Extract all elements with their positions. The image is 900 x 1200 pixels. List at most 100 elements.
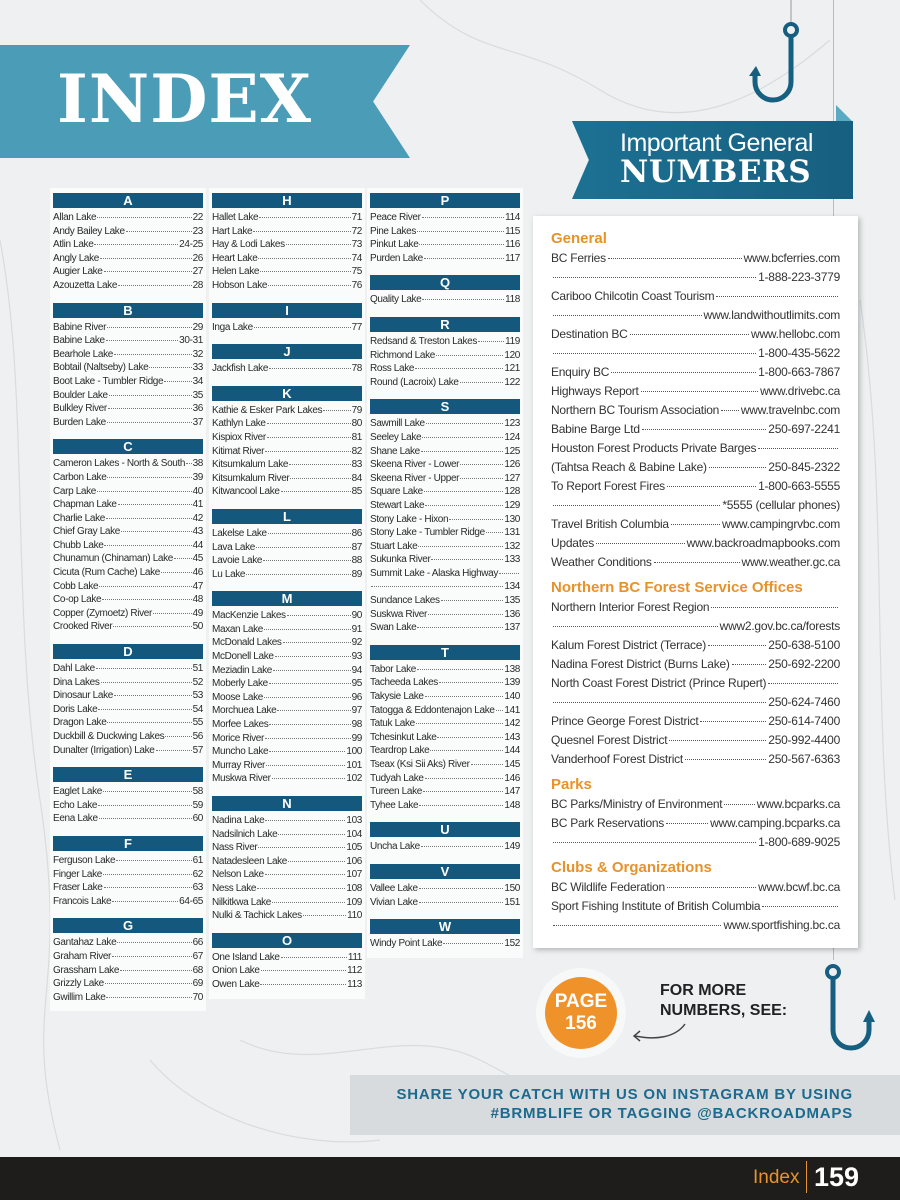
index-entry[interactable]: Muskwa River 102 [212, 773, 362, 787]
index-entry[interactable]: Uncha Lake 149 [370, 841, 520, 855]
index-entry[interactable]: Redsand & Treston Lakes 119 [370, 336, 520, 350]
contact-value[interactable]: www.drivebc.ca [760, 384, 840, 398]
index-entry[interactable]: Muncho Lake 100 [212, 746, 362, 760]
index-entry[interactable]: Nelson Lake 107 [212, 869, 362, 883]
index-entry[interactable]: Tureen Lake 147 [370, 786, 520, 800]
index-entry[interactable]: Charlie Lake 42 [53, 513, 203, 527]
index-entry[interactable]: Co-op Lake 48 [53, 594, 203, 608]
index-entry[interactable]: Andy Bailey Lake 23 [53, 226, 203, 240]
index-entry[interactable]: MacKenzie Lakes 90 [212, 610, 362, 624]
index-entry[interactable]: Chubb Lake 44 [53, 540, 203, 554]
index-entry[interactable]: Kathie & Esker Park Lakes 79 [212, 405, 362, 419]
index-entry[interactable]: Lava Lake 87 [212, 542, 362, 556]
contact-value[interactable]: 250-624-7460 [768, 695, 840, 709]
index-entry[interactable]: Quality Lake 118 [370, 294, 520, 308]
index-entry[interactable]: Chief Gray Lake 43 [53, 526, 203, 540]
index-entry[interactable]: Sukunka River 133 [370, 554, 520, 568]
contact-value[interactable]: 250-692-2200 [768, 657, 840, 671]
contact-value[interactable]: 1-800-663-5555 [758, 479, 840, 493]
index-entry[interactable]: One Island Lake 111 [212, 952, 362, 966]
index-entry[interactable]: Nulki & Tachick Lakes 110 [212, 910, 362, 924]
index-entry[interactable]: Takysie Lake 140 [370, 691, 520, 705]
index-entry[interactable]: Tabor Lake 138 [370, 664, 520, 678]
index-entry[interactable]: Graham River 67 [53, 951, 203, 965]
index-entry[interactable]: Cobb Lake 47 [53, 581, 203, 595]
index-entry[interactable]: Stuart Lake 132 [370, 541, 520, 555]
index-entry[interactable]: Dunalter (Irrigation) Lake 57 [53, 745, 203, 759]
index-entry[interactable]: Windy Point Lake 152 [370, 938, 520, 952]
index-entry[interactable]: Kispiox River 81 [212, 432, 362, 446]
contact-value[interactable]: 1-800-663-7867 [758, 365, 840, 379]
index-entry[interactable]: Inga Lake 77 [212, 322, 362, 336]
contact-value[interactable]: www.landwithoutlimits.com [703, 308, 841, 322]
contact-value[interactable]: www.weather.gc.ca [741, 555, 841, 569]
index-entry[interactable]: Swan Lake 137 [370, 622, 520, 636]
index-entry[interactable]: Atlin Lake 24-25 [53, 239, 203, 253]
contact-value[interactable]: 250-697-2241 [768, 422, 840, 436]
index-entry[interactable]: Boulder Lake 35 [53, 390, 203, 404]
index-entry[interactable]: Cicuta (Rum Cache) Lake 46 [53, 567, 203, 581]
index-entry[interactable]: 134 [370, 581, 520, 595]
index-entry[interactable]: Chunamun (Chinaman) Lake 45 [53, 553, 203, 567]
index-entry[interactable]: Burden Lake 37 [53, 417, 203, 431]
index-entry[interactable]: Peace River 114 [370, 212, 520, 226]
index-entry[interactable]: Kitimat River 82 [212, 446, 362, 460]
index-entry[interactable]: Kitsumkalum Lake 83 [212, 459, 362, 473]
index-entry[interactable]: Helen Lake 75 [212, 266, 362, 280]
contact-value[interactable]: www.hellobc.com [751, 327, 840, 341]
contact-value[interactable]: 250-845-2322 [768, 460, 840, 474]
index-entry[interactable]: Sundance Lakes 135 [370, 595, 520, 609]
index-entry[interactable]: Ness Lake 108 [212, 883, 362, 897]
index-entry[interactable]: Fraser Lake 63 [53, 882, 203, 896]
contact-value[interactable]: www.camping.bcparks.ca [710, 816, 840, 830]
index-entry[interactable]: McDonell Lake 93 [212, 651, 362, 665]
index-entry[interactable]: Natadesleen Lake 106 [212, 856, 362, 870]
index-entry[interactable]: Teardrop Lake 144 [370, 745, 520, 759]
index-entry[interactable]: Meziadin Lake 94 [212, 665, 362, 679]
index-entry[interactable]: Francois Lake 64-65 [53, 896, 203, 910]
index-entry[interactable]: Dahl Lake 51 [53, 663, 203, 677]
contact-value[interactable]: www.campingrvbc.com [722, 517, 840, 531]
index-entry[interactable]: Tatuk Lake 142 [370, 718, 520, 732]
contact-value[interactable]: 250-614-7400 [768, 714, 840, 728]
index-entry[interactable]: Morice River 99 [212, 733, 362, 747]
index-entry[interactable]: Doris Lake 54 [53, 704, 203, 718]
index-entry[interactable]: Azouzetta Lake 28 [53, 280, 203, 294]
index-entry[interactable]: Hay & Lodi Lakes 73 [212, 239, 362, 253]
index-entry[interactable]: Moberly Lake 95 [212, 678, 362, 692]
index-entry[interactable]: Eena Lake 60 [53, 813, 203, 827]
contact-value[interactable]: www.bcwf.bc.ca [758, 880, 840, 894]
index-entry[interactable]: Seeley Lake 124 [370, 432, 520, 446]
index-entry[interactable]: Heart Lake 74 [212, 253, 362, 267]
index-entry[interactable]: Onion Lake 112 [212, 965, 362, 979]
contact-value[interactable]: www.backroadmapbooks.com [686, 536, 841, 550]
index-entry[interactable]: Morchuea Lake 97 [212, 705, 362, 719]
index-entry[interactable]: Lavoie Lake 88 [212, 555, 362, 569]
index-entry[interactable]: Pine Lakes 115 [370, 226, 520, 240]
index-entry[interactable]: Augier Lake 27 [53, 266, 203, 280]
index-entry[interactable]: Vallee Lake 150 [370, 883, 520, 897]
index-entry[interactable]: Boot Lake - Tumbler Ridge 34 [53, 376, 203, 390]
index-entry[interactable]: Tseax (Ksi Sii Aks) River 145 [370, 759, 520, 773]
index-entry[interactable]: Copper (Zymoetz) River 49 [53, 608, 203, 622]
index-entry[interactable]: Tudyah Lake 146 [370, 773, 520, 787]
index-entry[interactable]: Babine Lake 30-31 [53, 335, 203, 349]
index-entry[interactable]: Dragon Lake 55 [53, 717, 203, 731]
index-entry[interactable]: Kathlyn Lake 80 [212, 418, 362, 432]
contact-value[interactable]: www.travelnbc.com [740, 403, 840, 417]
index-entry[interactable]: Carbon Lake 39 [53, 472, 203, 486]
index-entry[interactable]: Cameron Lakes - North & South 38 [53, 458, 203, 472]
index-entry[interactable]: Duckbill & Duckwing Lakes 56 [53, 731, 203, 745]
contact-value[interactable]: www2.gov.bc.ca/forests [719, 619, 841, 633]
index-entry[interactable]: Hart Lake 72 [212, 226, 362, 240]
index-entry[interactable]: Square Lake 128 [370, 486, 520, 500]
index-entry[interactable]: Crooked River 50 [53, 621, 203, 635]
index-entry[interactable]: Suskwa River 136 [370, 609, 520, 623]
contact-value[interactable]: www.bcferries.com [743, 251, 841, 265]
index-entry[interactable]: Carp Lake 40 [53, 486, 203, 500]
index-entry[interactable]: Tatogga & Eddontenajon Lake 141 [370, 705, 520, 719]
index-entry[interactable]: Angly Lake 26 [53, 253, 203, 267]
contact-value[interactable]: 1-800-435-5622 [758, 346, 840, 360]
index-entry[interactable]: Kitsumkalum River 84 [212, 473, 362, 487]
index-entry[interactable]: Round (Lacroix) Lake 122 [370, 377, 520, 391]
